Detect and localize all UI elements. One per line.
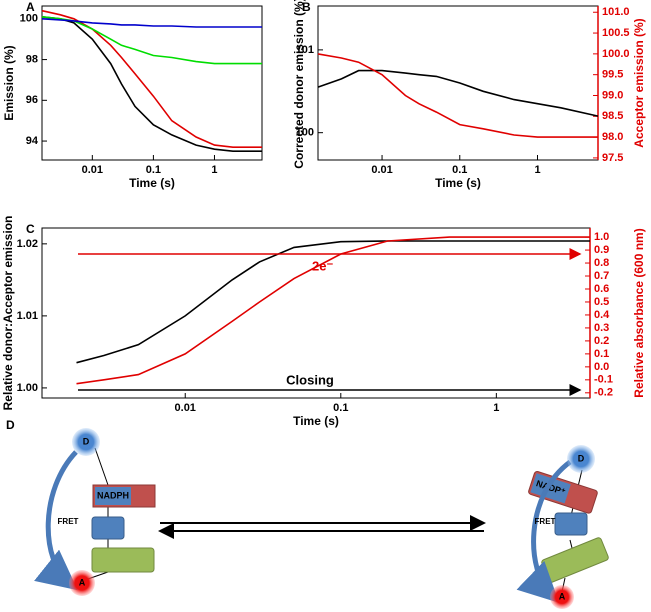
- plot-frame: [41, 5, 263, 161]
- x-axis-label: Time (s): [129, 176, 175, 190]
- y2-tick-label: 0.9: [594, 244, 609, 256]
- y2-tick-label: 99.5: [602, 69, 623, 81]
- y-axis-label: Emission (%): [2, 45, 16, 120]
- acceptor-label: A: [559, 591, 566, 601]
- donor: [567, 445, 595, 473]
- y-tick-label: 1.01: [17, 310, 38, 322]
- y-tick-label: 98: [26, 53, 38, 65]
- y-axis-label: Corrected donor emission (%): [292, 0, 306, 169]
- fret-label: FRET: [535, 517, 556, 526]
- annotation: Closing: [286, 372, 334, 387]
- y2-tick-label: 99.0: [602, 89, 623, 101]
- series-line: [41, 18, 262, 28]
- y2-tick-label: -0.2: [594, 387, 613, 399]
- cofactor-label: NADPH: [97, 490, 129, 500]
- diagram: D NADPH FRET D A NADP⁺ FRET: [6, 418, 609, 609]
- y-tick-label: 101: [296, 44, 314, 56]
- x-tick-label: 1: [534, 164, 540, 176]
- series-line: [317, 53, 598, 138]
- x-tick-label: 0.01: [175, 402, 196, 414]
- cofactor-box: [530, 473, 571, 504]
- acceptor-label: A: [79, 577, 86, 587]
- series-line: [76, 240, 590, 364]
- y-tick-label: 100: [296, 127, 314, 139]
- cofactor-box: [95, 487, 131, 505]
- y2-tick-label: 0.3: [594, 322, 609, 334]
- y2-axis-label: Acceptor emission (%): [632, 18, 646, 147]
- fret-arrow: [34, 450, 78, 591]
- y2-tick-label: 0.2: [594, 335, 609, 347]
- y2-tick-label: 100.0: [602, 48, 630, 60]
- y2-tick-label: 0.7: [594, 270, 609, 282]
- y-tick-label: 96: [26, 94, 38, 106]
- donor-label: D: [578, 453, 585, 463]
- y-tick-label: 1.00: [17, 382, 38, 394]
- x-tick-label: 0.01: [371, 164, 392, 176]
- y2-tick-label: -0.1: [594, 374, 613, 386]
- y2-tick-label: 98.5: [602, 110, 623, 122]
- y2-tick-label: 97.5: [602, 152, 623, 164]
- x-tick-label: 0.1: [452, 164, 467, 176]
- y2-tick-label: 0.5: [594, 296, 609, 308]
- fret-arrow: [516, 459, 572, 603]
- y-tick-label: 94: [26, 135, 39, 147]
- y2-tick-label: 0.0: [594, 361, 609, 373]
- x-tick-label: 1: [493, 402, 499, 414]
- acceptor: [550, 585, 574, 609]
- fmn-domain: [541, 537, 609, 583]
- series-line: [317, 69, 599, 117]
- fad-domain: [91, 516, 125, 540]
- y2-tick-label: 101.0: [602, 6, 630, 18]
- x-tick-label: 0.1: [333, 402, 348, 414]
- donor: [72, 428, 100, 456]
- series-line: [76, 236, 590, 385]
- panel-label: C: [26, 222, 35, 236]
- y-tick-label: 100: [20, 13, 38, 25]
- x-axis-label: Time (s): [435, 176, 481, 190]
- panel-label: D: [6, 418, 15, 432]
- y2-tick-label: 0.8: [594, 257, 609, 269]
- x-tick-label: 1: [211, 164, 217, 176]
- series-line: [41, 16, 262, 152]
- x-axis-label: Time (s): [293, 414, 339, 428]
- x-tick-label: 0.1: [146, 164, 161, 176]
- fmn-domain: [91, 547, 155, 573]
- series-line: [41, 9, 262, 148]
- annotation: 2e⁻: [312, 258, 333, 273]
- y-axis-label: Relative donor:Acceptor emission: [1, 216, 15, 411]
- y2-tick-label: 0.4: [594, 309, 610, 321]
- x-tick-label: 0.01: [82, 164, 103, 176]
- fret-label: FRET: [58, 517, 79, 526]
- linker: [94, 447, 109, 486]
- y2-tick-label: 0.6: [594, 283, 609, 295]
- y2-tick-label: 0.1: [594, 348, 609, 360]
- panel-label: A: [26, 0, 35, 14]
- y2-axis-label: Relative absorbance (600 nm): [632, 228, 646, 397]
- fad-domain: [554, 512, 588, 536]
- panel-label: B: [302, 0, 311, 14]
- acceptor: [69, 570, 95, 596]
- y2-tick-label: 98.0: [602, 131, 623, 143]
- y2-tick-label: 1.0: [594, 231, 609, 243]
- donor-label: D: [83, 436, 90, 446]
- y-tick-label: 1.02: [17, 238, 38, 250]
- y2-tick-label: 100.5: [602, 27, 630, 39]
